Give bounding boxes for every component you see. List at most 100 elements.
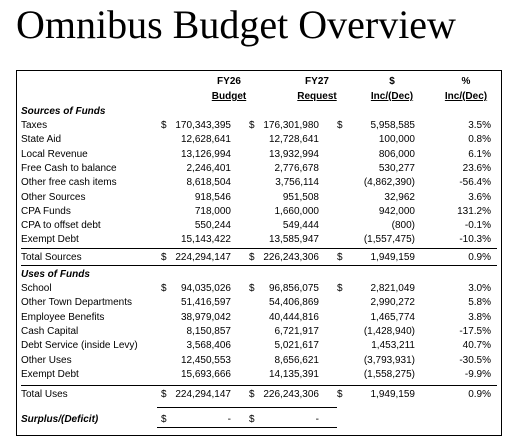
row-label: Cash Capital [21, 325, 79, 337]
surplus-fy27-value: - [315, 414, 319, 425]
fy27-value: 13,585,947 [268, 234, 319, 246]
row-label: Other Town Departments [21, 297, 132, 309]
surplus-fy26-dollar: $ [161, 414, 167, 425]
fy27-dollar-sign: $ [249, 120, 255, 131]
header-inc-dec-dollar: Inc/(Dec) [370, 91, 414, 102]
fy27-value: 54,406,869 [268, 297, 319, 309]
row-label: School [21, 283, 52, 294]
table-row: Other Town Departments 51,416,597 54,406,8… [21, 296, 497, 309]
fy27-value: 5,021,617 [274, 340, 320, 352]
surplus-fy26-value: - [227, 414, 231, 425]
inc-dec-value: 942,000 [378, 205, 415, 217]
header-percent: % [461, 76, 471, 87]
inc-dec-value: 530,277 [378, 162, 415, 174]
pct-change-value: -9.9% [464, 368, 491, 380]
pct-change-value: 5.8% [468, 297, 491, 309]
fy26-value: 51,416,597 [180, 297, 231, 309]
fy26-value: 2,246,401 [186, 162, 232, 174]
pct-change-value: -10.3% [459, 234, 491, 246]
row-label: Other Sources [21, 191, 86, 203]
inc-dec-value: 1,949,159 [370, 389, 416, 400]
inc-dec-value: (800) [391, 220, 415, 232]
fy26-value: 8,618,504 [186, 177, 232, 189]
fy27-value: 12,728,641 [268, 134, 319, 146]
fy27-value: 13,932,994 [268, 148, 319, 160]
fy27-value: 2,776,678 [274, 162, 320, 174]
surplus-row: Surplus/(Deficit) $ - $ - [21, 413, 497, 426]
fy26-dollar-sign: $ [161, 283, 167, 294]
pct-change-value: 40.7% [462, 340, 491, 352]
fy26-value: 224,294,147 [175, 389, 231, 400]
pct-change-value: -56.4% [459, 177, 491, 189]
fy27-value: 14,135,391 [268, 368, 319, 380]
header-row-top: FY26 FY27 $ % [21, 75, 497, 88]
row-label: Exempt Debt [21, 368, 79, 380]
table-row: Other free cash items 8,618,504 3,756,114 (… [21, 176, 497, 189]
table-row: Taxes $170,343,395 $176,301,980 $5,958,585 3… [21, 119, 497, 132]
table-row: Cash Capital 8,150,857 6,721,917 (1,428,940… [21, 325, 497, 338]
fy26-dollar-sign: $ [161, 120, 167, 131]
inc-dec-value: 806,000 [378, 148, 415, 160]
fy27-value: 96,856,075 [268, 283, 319, 294]
fy26-value: 15,693,666 [180, 368, 231, 380]
inc-dec-value: 2,821,049 [370, 283, 416, 294]
row-label: CPA to offset debt [21, 220, 101, 232]
inc-dec-value: 1,949,159 [370, 252, 416, 263]
table-row: Debt Service (inside Levy) 3,568,406 5,021… [21, 339, 497, 352]
pct-change-value: 3.0% [468, 283, 491, 294]
surplus-fy27-dollar: $ [249, 414, 255, 425]
fy27-dollar-sign: $ [249, 389, 255, 400]
table-row: Exempt Debt 15,693,666 14,135,391 (1,558,27… [21, 368, 497, 381]
pct-change-value: 3.8% [468, 311, 491, 323]
row-label: Debt Service (inside Levy) [21, 340, 138, 352]
sources-total-divider [21, 248, 497, 249]
row-label: Employee Benefits [21, 311, 105, 323]
table-row: Total Sources $224,294,147 $226,243,306 $1,… [21, 251, 497, 264]
table-row: Employee Benefits 38,979,042 40,444,816 1,4… [21, 311, 497, 324]
table-row: Other Sources 918,546 951,508 32,962 3.6% [21, 191, 497, 204]
sources-heading: Sources of Funds [21, 106, 106, 117]
fy26-value: 13,126,994 [180, 148, 231, 160]
fy27-value: 40,444,816 [268, 311, 319, 323]
row-label: CPA Funds [21, 205, 71, 217]
surplus-label: Surplus/(Deficit) [21, 414, 99, 425]
fy27-value: 951,508 [282, 191, 319, 203]
inc-dollar-sign: $ [337, 389, 343, 400]
inc-dec-value: (1,557,475) [363, 234, 415, 246]
page-title: Omnibus Budget Overview [16, 2, 456, 47]
fy27-dollar-sign: $ [249, 252, 255, 263]
surplus-bottom-divider [157, 427, 337, 428]
table-row: CPA Funds 718,000 1,660,000 942,000 131.2% [21, 205, 497, 218]
inc-dollar-sign: $ [337, 120, 343, 131]
table-row: Other Uses 12,450,553 8,656,621 (3,793,931)… [21, 354, 497, 367]
header-budget: Budget [211, 91, 247, 102]
header-fy27: FY27 [305, 76, 329, 87]
pct-change-value: 0.9% [468, 252, 491, 263]
row-label: Taxes [21, 120, 48, 131]
pct-change-value: -0.1% [464, 220, 491, 232]
fy27-value: 226,243,306 [263, 252, 319, 263]
pct-change-value: 23.6% [462, 162, 491, 174]
pct-change-value: 0.9% [468, 389, 491, 400]
fy26-value: 15,143,422 [180, 234, 231, 246]
inc-dollar-sign: $ [337, 252, 343, 263]
uses-heading: Uses of Funds [21, 269, 90, 280]
header-dollar: $ [389, 76, 395, 87]
fy27-value: 3,756,114 [275, 177, 319, 189]
table-row: School $94,035,026 $96,856,075 $2,821,049 3.… [21, 282, 497, 295]
inc-dec-value: 32,962 [384, 191, 415, 203]
header-fy26: FY26 [217, 76, 241, 87]
fy26-value: 918,546 [194, 191, 231, 203]
fy27-value: 226,243,306 [263, 389, 319, 400]
fy26-value: 170,343,395 [175, 120, 231, 131]
inc-dec-value: 2,990,272 [370, 297, 416, 309]
fy26-value: 94,035,026 [180, 283, 231, 294]
pct-change-value: -30.5% [459, 354, 491, 366]
inc-dec-value: (1,558,275) [363, 368, 415, 380]
fy26-dollar-sign: $ [161, 389, 167, 400]
inc-dec-value: (4,862,390) [363, 177, 415, 189]
fy26-value: 38,979,042 [180, 311, 231, 323]
table-row: CPA to offset debt 550,244 549,444 (800) -0.… [21, 219, 497, 232]
inc-dollar-sign: $ [337, 283, 343, 294]
table-row: Total Uses $224,294,147 $226,243,306 $1,949… [21, 388, 497, 401]
